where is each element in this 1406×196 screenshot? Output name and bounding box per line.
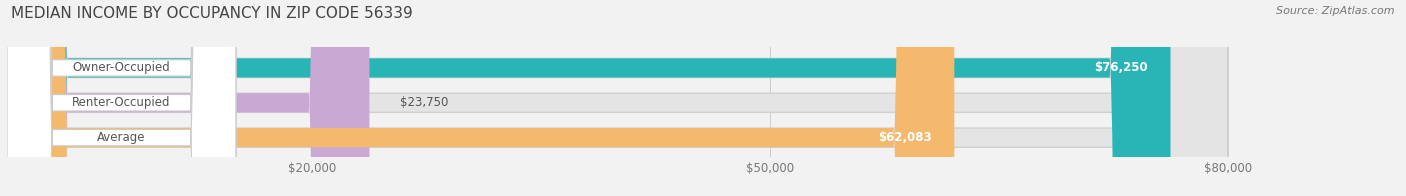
FancyBboxPatch shape <box>7 0 370 196</box>
FancyBboxPatch shape <box>7 0 236 196</box>
Text: Average: Average <box>97 131 146 144</box>
FancyBboxPatch shape <box>7 0 236 196</box>
FancyBboxPatch shape <box>7 0 1227 196</box>
FancyBboxPatch shape <box>7 0 1170 196</box>
Text: $76,250: $76,250 <box>1094 62 1147 74</box>
Text: MEDIAN INCOME BY OCCUPANCY IN ZIP CODE 56339: MEDIAN INCOME BY OCCUPANCY IN ZIP CODE 5… <box>11 6 413 21</box>
FancyBboxPatch shape <box>7 0 1227 196</box>
Text: Renter-Occupied: Renter-Occupied <box>72 96 170 109</box>
FancyBboxPatch shape <box>7 0 955 196</box>
Text: $62,083: $62,083 <box>877 131 931 144</box>
FancyBboxPatch shape <box>7 0 236 196</box>
Text: $23,750: $23,750 <box>399 96 449 109</box>
Text: Owner-Occupied: Owner-Occupied <box>73 62 170 74</box>
Text: Source: ZipAtlas.com: Source: ZipAtlas.com <box>1277 6 1395 16</box>
FancyBboxPatch shape <box>7 0 1227 196</box>
